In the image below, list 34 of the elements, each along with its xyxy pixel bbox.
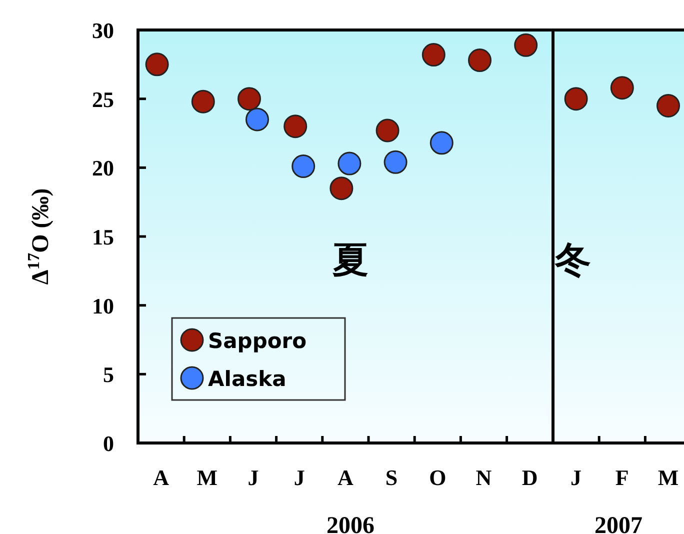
point [514, 33, 538, 57]
point [468, 48, 492, 72]
y-tick-label: 0 [103, 431, 114, 456]
x-tick-label: O [429, 465, 446, 490]
point [422, 43, 446, 67]
legend-label: Alaska [208, 367, 286, 391]
y-tick-label: 10 [92, 293, 114, 318]
point [284, 114, 308, 138]
x-axis-title: 2007 [594, 513, 642, 534]
y-tick-label: 25 [92, 86, 114, 112]
x-tick-label: J [570, 465, 582, 490]
point [145, 52, 169, 76]
x-tick-label: F [615, 465, 629, 490]
point [238, 87, 261, 111]
x-tick-label: J [248, 465, 259, 490]
legend-label: Sapporo [208, 329, 307, 353]
x-tick-label: A [338, 465, 354, 490]
y-tick-label: 30 [92, 18, 114, 43]
x-tick-label: A [153, 465, 170, 490]
x-tick-label: M [196, 465, 218, 490]
x-tick-label: N [476, 465, 492, 490]
x-tick-label: J [294, 465, 305, 490]
point [191, 90, 215, 114]
point [376, 118, 400, 142]
x-axis-title: 2006 [326, 513, 374, 534]
x-tick-label: S [385, 465, 398, 490]
y-tick-label: 15 [92, 224, 114, 250]
x-tick-label: D [522, 465, 538, 490]
annotation: 夏 [332, 240, 368, 280]
y-tick-label: 5 [103, 362, 114, 388]
annotation: 冬 [554, 240, 591, 280]
point [330, 176, 354, 200]
y-tick-label: 20 [92, 156, 114, 181]
x-tick-label: M [658, 465, 679, 490]
